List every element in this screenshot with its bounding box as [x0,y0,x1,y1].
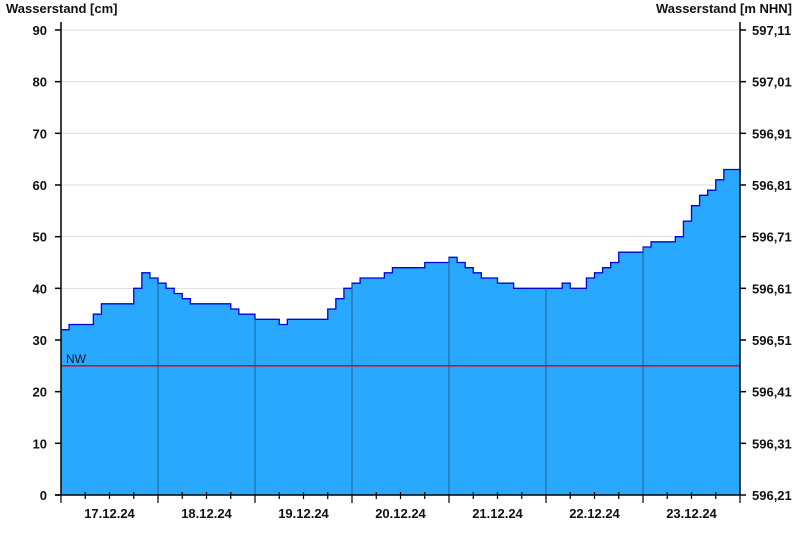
x-tick-label: 19.12.24 [278,506,329,521]
y-tick-label-left: 80 [33,75,47,90]
x-tick-label: 18.12.24 [181,506,232,521]
y-tick-label-right: 596,61 [752,281,792,296]
y-tick-label-right: 596,21 [752,488,792,503]
y-tick-label-left: 10 [33,436,47,451]
y-tick-label-left: 30 [33,333,47,348]
right-axis-title: Wasserstand [m NHN] [655,1,792,16]
x-tick-label: 23.12.24 [666,506,717,521]
x-tick-label: 20.12.24 [375,506,426,521]
y-tick-label-right: 596,71 [752,230,792,245]
y-tick-label-right: 596,81 [752,178,792,193]
nw-label: NW [66,352,87,366]
left-axis-title: Wasserstand [cm] [6,1,118,16]
x-tick-label: 22.12.24 [569,506,620,521]
y-tick-label-right: 596,41 [752,385,792,400]
x-tick-label: 21.12.24 [472,506,523,521]
y-tick-label-left: 70 [33,126,47,141]
x-tick-label: 17.12.24 [84,506,135,521]
water-level-area [61,169,740,495]
y-tick-label-right: 597,01 [752,75,792,90]
y-tick-label-right: 596,31 [752,436,792,451]
y-tick-label-right: 596,51 [752,333,792,348]
y-tick-label-right: 596,91 [752,126,792,141]
y-tick-label-left: 60 [33,178,47,193]
y-tick-label-left: 50 [33,230,47,245]
y-tick-label-right: 597,11 [752,23,791,38]
y-tick-label-left: 40 [33,281,47,296]
y-tick-label-left: 20 [33,385,47,400]
y-tick-label-left: 90 [33,23,47,38]
y-tick-label-left: 0 [40,488,47,503]
